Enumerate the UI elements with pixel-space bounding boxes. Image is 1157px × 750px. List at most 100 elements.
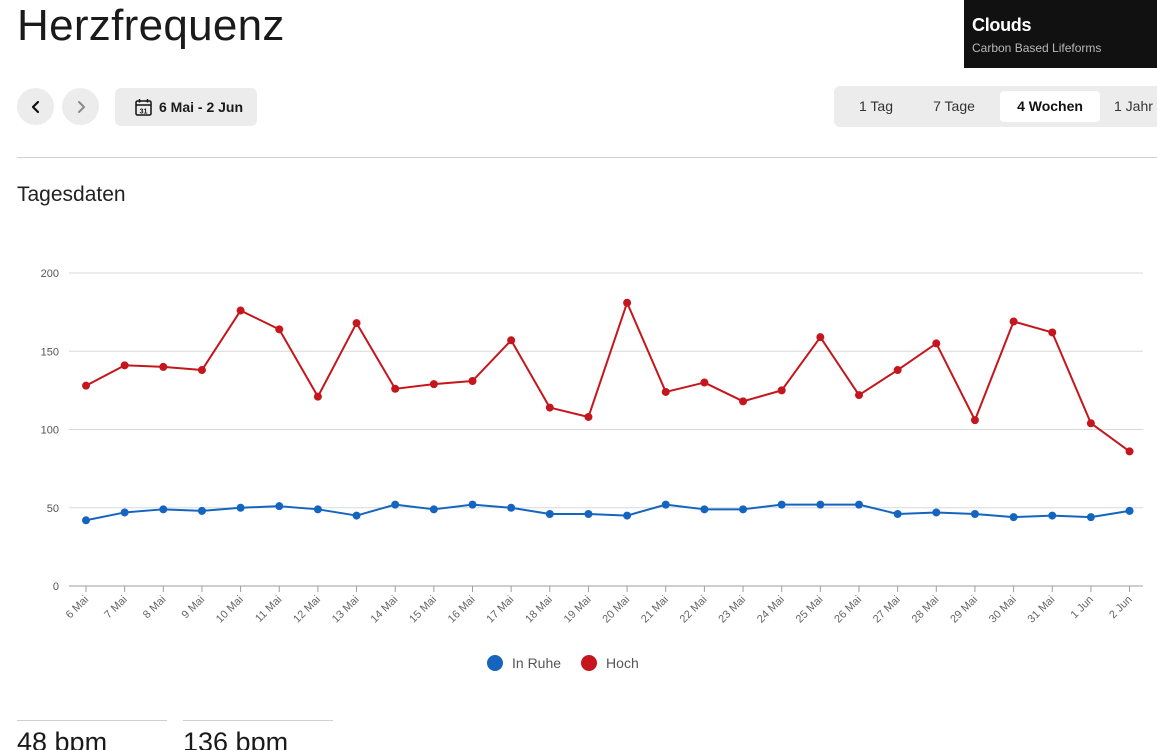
data-point-hoch xyxy=(623,298,632,307)
svg-text:31: 31 xyxy=(140,108,148,115)
x-tick-label: 9 Mai xyxy=(180,594,208,622)
data-point-in-ruhe xyxy=(507,503,516,512)
data-point-hoch xyxy=(855,391,863,400)
data-point-hoch xyxy=(893,366,902,375)
x-tick-label: 2 Jun xyxy=(1107,594,1135,622)
data-point-in-ruhe xyxy=(1009,513,1018,522)
data-point-hoch xyxy=(352,319,361,328)
stat-high: 136 bpm xyxy=(183,720,333,750)
data-point-hoch xyxy=(700,378,709,387)
data-point-hoch xyxy=(970,416,979,425)
data-point-in-ruhe xyxy=(313,505,322,514)
data-point-in-ruhe xyxy=(970,510,979,519)
x-tick-label: 12 Mai xyxy=(291,594,323,626)
data-point-in-ruhe xyxy=(159,505,168,514)
legend-item-hoch[interactable]: Hoch xyxy=(581,655,639,671)
data-point-hoch xyxy=(197,366,206,375)
data-point-hoch xyxy=(739,397,748,406)
x-tick-label: 8 Mai xyxy=(141,594,169,622)
y-tick-label: 0 xyxy=(53,581,59,593)
now-playing-card[interactable]: Clouds Carbon Based Lifeforms xyxy=(964,0,1157,68)
data-point-hoch xyxy=(1048,328,1057,337)
data-point-hoch xyxy=(313,392,322,401)
data-point-hoch xyxy=(1125,447,1134,456)
data-point-hoch xyxy=(1086,419,1095,428)
range-tab-bar: 1 Tag 7 Tage 4 Wochen 1 Jahr xyxy=(834,86,1157,127)
chevron-left-icon xyxy=(31,100,39,113)
x-tick-label: 11 Mai xyxy=(253,594,284,625)
data-point-in-ruhe xyxy=(816,500,825,509)
x-tick-label: 23 Mai xyxy=(716,594,748,626)
x-tick-label: 24 Mai xyxy=(755,594,787,626)
data-point-hoch xyxy=(82,381,90,390)
data-point-hoch xyxy=(159,362,168,371)
series-line-hoch xyxy=(85,301,1131,453)
data-point-in-ruhe xyxy=(661,500,670,509)
y-tick-label: 100 xyxy=(41,425,59,437)
calendar-icon: 31 xyxy=(135,99,152,116)
data-point-in-ruhe xyxy=(545,510,554,519)
data-point-in-ruhe xyxy=(275,502,284,511)
data-point-in-ruhe xyxy=(120,508,129,517)
tab-4-weeks[interactable]: 4 Wochen xyxy=(1000,91,1100,122)
data-point-in-ruhe xyxy=(82,516,90,525)
chevron-right-icon xyxy=(77,100,85,113)
now-playing-title: Clouds xyxy=(972,15,1032,35)
page-title: Herzfrequenz xyxy=(17,1,285,50)
x-tick-label: 31 Mai xyxy=(1026,594,1058,626)
x-tick-label: 7 Mai xyxy=(102,594,130,622)
stat-resting: 48 bpm xyxy=(17,720,167,750)
next-period-button[interactable] xyxy=(62,88,99,125)
data-point-hoch xyxy=(545,403,554,412)
x-tick-label: 29 Mai xyxy=(948,594,980,626)
heart-rate-line-chart: 0 50 100 150 200 6 Mai 7 Mai 8 Mai 9 Mai 10 Mai 11… xyxy=(41,268,1143,626)
data-point-hoch xyxy=(236,306,245,315)
data-point-hoch xyxy=(932,339,941,348)
data-point-in-ruhe xyxy=(584,510,593,519)
stat-high-value: 136 bpm xyxy=(183,727,289,750)
date-range-picker[interactable]: 31 6 Mai - 2 Jun xyxy=(115,88,257,126)
x-tick-label: 1 Jun xyxy=(1068,594,1096,622)
x-tick-label: 15 Mai xyxy=(407,594,439,626)
data-point-in-ruhe xyxy=(468,500,477,509)
x-tick-label: 17 Mai xyxy=(484,594,516,626)
data-point-in-ruhe xyxy=(700,505,709,514)
data-point-in-ruhe xyxy=(1086,513,1095,522)
x-tick-label: 26 Mai xyxy=(832,594,864,626)
data-point-hoch xyxy=(777,386,786,395)
legend-item-in-ruhe[interactable]: In Ruhe xyxy=(487,655,561,671)
header-divider xyxy=(17,157,1157,158)
now-playing-artist: Carbon Based Lifeforms xyxy=(972,41,1102,55)
legend-label-in-ruhe: In Ruhe xyxy=(512,655,562,671)
data-point-in-ruhe xyxy=(1048,511,1057,520)
data-point-in-ruhe xyxy=(739,505,748,514)
data-point-hoch xyxy=(120,361,129,370)
data-point-in-ruhe xyxy=(429,505,438,514)
data-point-in-ruhe xyxy=(197,506,206,515)
x-tick-label: 21 Mai xyxy=(639,594,671,626)
data-point-hoch xyxy=(584,412,593,421)
data-point-in-ruhe xyxy=(236,503,245,512)
data-point-in-ruhe xyxy=(1125,506,1134,515)
legend-dot-in-ruhe xyxy=(487,655,503,671)
data-point-hoch xyxy=(429,380,438,389)
x-tick-label: 25 Mai xyxy=(794,594,826,626)
data-point-in-ruhe xyxy=(391,500,400,509)
data-point-hoch xyxy=(816,333,825,342)
data-point-hoch xyxy=(391,384,400,393)
data-point-in-ruhe xyxy=(352,511,361,520)
x-tick-label: 14 Mai xyxy=(368,594,400,626)
x-tick-label: 19 Mai xyxy=(562,594,594,626)
stat-resting-value: 48 bpm xyxy=(17,727,108,750)
data-point-in-ruhe xyxy=(623,511,632,520)
tab-7-days[interactable]: 7 Tage xyxy=(933,98,975,114)
tab-1-day[interactable]: 1 Tag xyxy=(859,98,893,114)
tab-1-year[interactable]: 1 Jahr xyxy=(1114,98,1153,114)
previous-period-button[interactable] xyxy=(17,88,54,125)
x-tick-label: 6 Mai xyxy=(64,594,92,622)
data-point-in-ruhe xyxy=(855,500,863,509)
date-range-label: 6 Mai - 2 Jun xyxy=(159,99,244,115)
data-point-hoch xyxy=(507,336,516,345)
series-line-in-ruhe xyxy=(85,503,1130,522)
